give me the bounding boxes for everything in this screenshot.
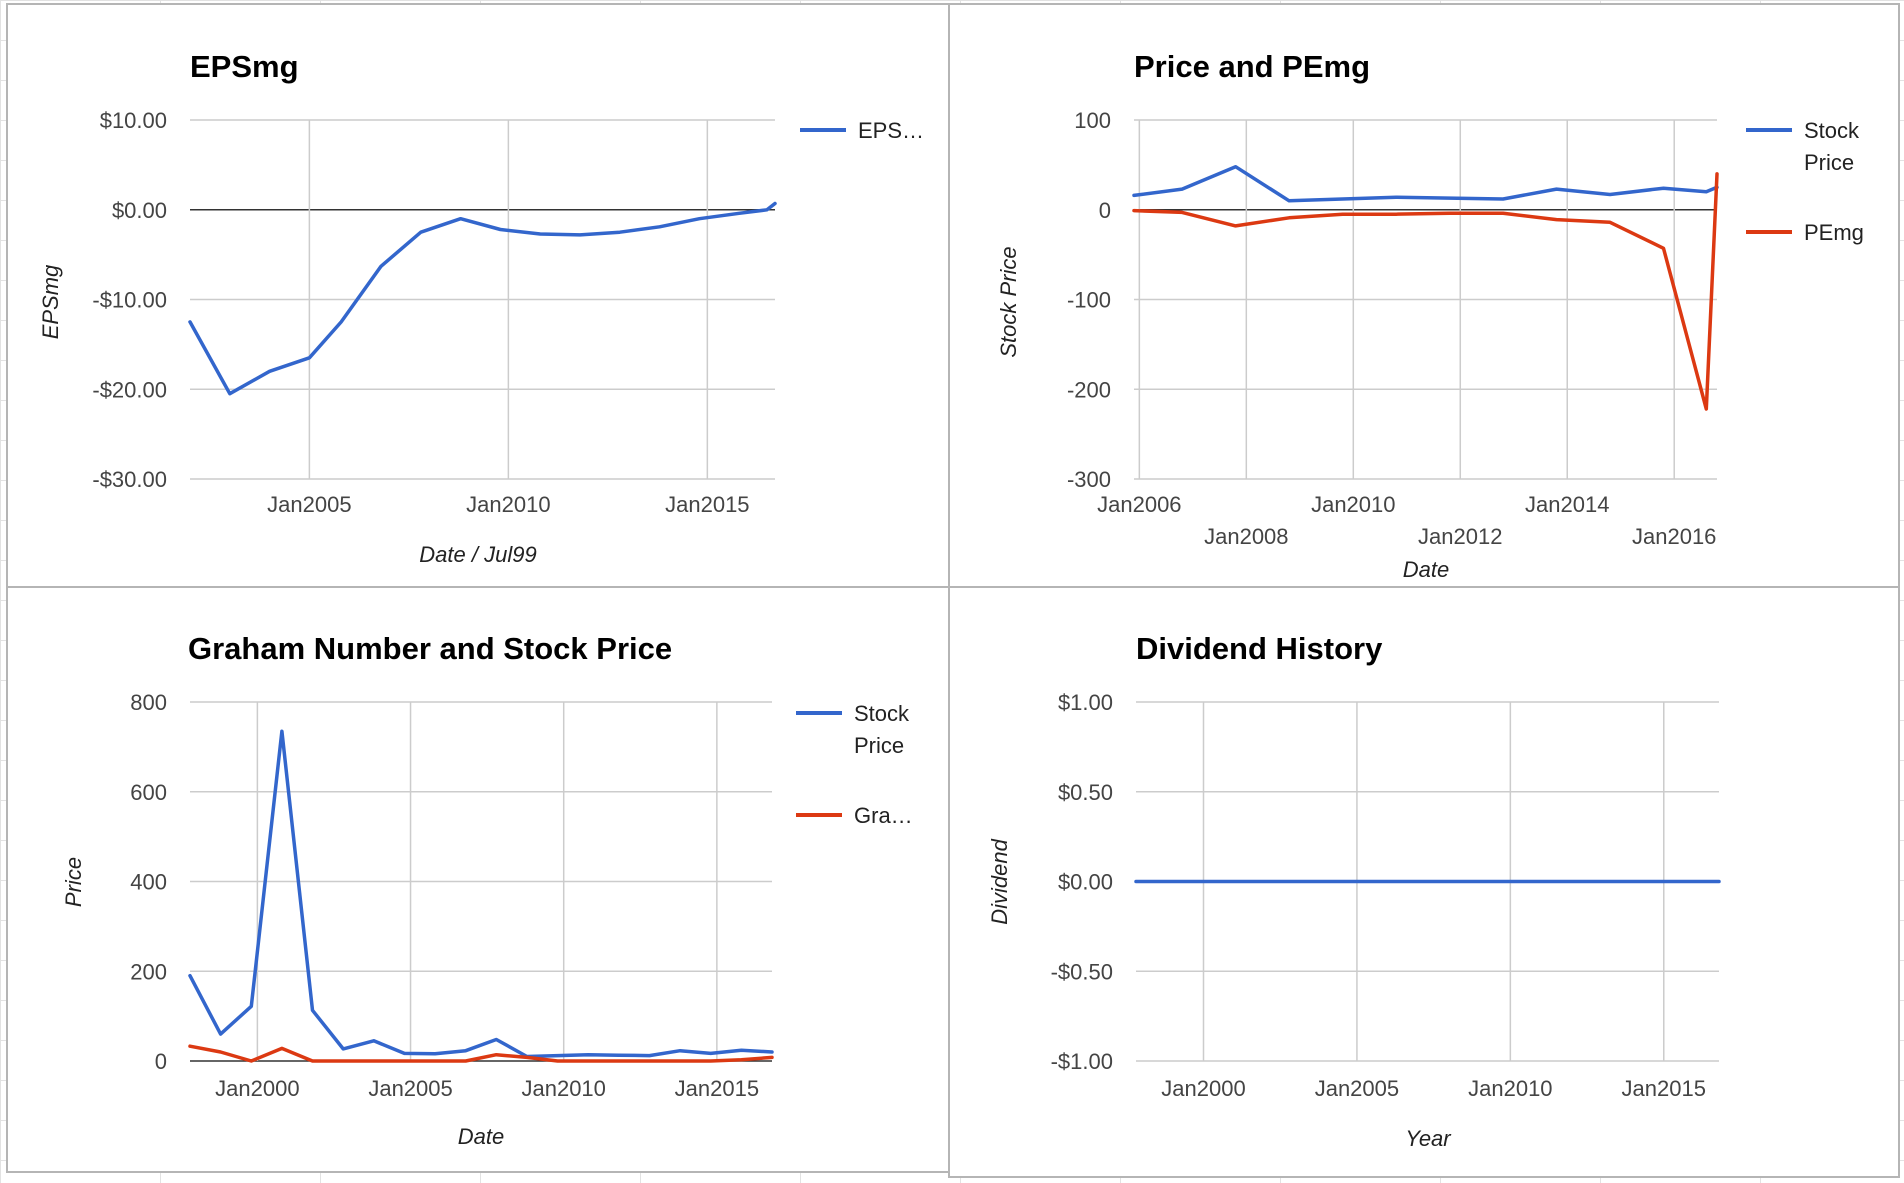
x-tick-label: Jan2015 xyxy=(665,492,749,517)
legend-label[interactable]: PEmg xyxy=(1804,220,1864,245)
y-axis-label: Stock Price xyxy=(996,246,1021,357)
chart-title: Graham Number and Stock Price xyxy=(188,631,672,666)
series-line[interactable] xyxy=(1132,172,1719,411)
x-tick-label: Jan2005 xyxy=(267,492,351,517)
x-axis-label: Year xyxy=(1405,1126,1452,1151)
series-line[interactable] xyxy=(188,1044,774,1063)
y-tick-label: 100 xyxy=(1074,108,1111,133)
y-tick-label: $1.00 xyxy=(1058,690,1113,715)
chart-panel-epsmg[interactable]: EPSmg $10.00 $0.00 -$10.00 -$20.00 -$30.00 J… xyxy=(6,3,950,588)
graham-number-chart: Graham Number and Stock Price 800 600 400 2… xyxy=(61,631,913,1149)
x-tick-label: Jan2008 xyxy=(1204,524,1288,549)
y-tick-label: 0 xyxy=(1099,198,1111,223)
y-tick-label: 200 xyxy=(130,959,167,984)
chart-title: Price and PEmg xyxy=(1134,49,1370,84)
legend-label[interactable]: EPS… xyxy=(858,118,924,143)
y-tick-label: $10.00 xyxy=(100,108,167,133)
x-tick-label: Jan2010 xyxy=(466,492,550,517)
x-tick-label: Jan2000 xyxy=(215,1076,299,1101)
y-tick-label: 0 xyxy=(155,1049,167,1074)
x-tick-label: Jan2010 xyxy=(521,1076,605,1101)
y-axis-label: Price xyxy=(61,857,86,907)
x-tick-label: Jan2014 xyxy=(1525,492,1609,517)
x-axis-label: Date xyxy=(458,1124,504,1149)
x-tick-label: Jan2010 xyxy=(1468,1076,1552,1101)
chart-title: EPSmg xyxy=(190,49,299,84)
series-line[interactable] xyxy=(1132,164,1719,203)
y-tick-label: $0.00 xyxy=(112,198,167,223)
dividend-history-chart: Dividend History $1.00 $0.50 $0.00 -$0.50 -$… xyxy=(987,631,1721,1151)
x-tick-label: Jan2005 xyxy=(1315,1076,1399,1101)
chart-panel-graham-number[interactable]: Graham Number and Stock Price 800 600 400 2… xyxy=(6,586,950,1173)
y-tick-label: 600 xyxy=(130,780,167,805)
x-tick-label: Jan2015 xyxy=(1622,1076,1706,1101)
y-tick-label: 800 xyxy=(130,690,167,715)
y-tick-label: -200 xyxy=(1067,377,1111,402)
series-line[interactable] xyxy=(188,201,777,396)
chart-panel-price-pemg[interactable]: Price and PEmg 100 0 -100 -200 -300 Jan2006 J… xyxy=(948,3,1900,588)
x-axis-label: Date xyxy=(1403,557,1449,582)
y-axis-label: EPSmg xyxy=(38,264,63,339)
x-tick-label: Jan2015 xyxy=(675,1076,759,1101)
x-tick-label: Jan2005 xyxy=(368,1076,452,1101)
y-tick-label: -100 xyxy=(1067,288,1111,313)
y-tick-label: -$10.00 xyxy=(92,288,167,313)
x-tick-label: Jan2016 xyxy=(1632,524,1716,549)
y-tick-label: $0.50 xyxy=(1058,780,1113,805)
chart-panel-dividend-history[interactable]: Dividend History $1.00 $0.50 $0.00 -$0.50 -$… xyxy=(948,586,1900,1178)
y-tick-label: -300 xyxy=(1067,467,1111,492)
legend-label[interactable]: Stock Price xyxy=(854,701,910,758)
chart-title: Dividend History xyxy=(1136,631,1383,666)
epsmg-chart: EPSmg $10.00 $0.00 -$10.00 -$20.00 -$30.00 J… xyxy=(38,49,924,567)
x-tick-label: Jan2012 xyxy=(1418,524,1502,549)
legend-label[interactable]: Stock Price xyxy=(1804,118,1860,175)
x-axis-label: Date / Jul99 xyxy=(419,542,536,567)
y-tick-label: -$1.00 xyxy=(1051,1049,1113,1074)
x-tick-label: Jan2000 xyxy=(1161,1076,1245,1101)
y-tick-label: -$0.50 xyxy=(1051,959,1113,984)
x-tick-label: Jan2006 xyxy=(1097,492,1181,517)
price-pemg-chart: Price and PEmg 100 0 -100 -200 -300 Jan2006 J… xyxy=(996,49,1864,582)
series-line[interactable] xyxy=(188,729,774,1059)
y-tick-label: 400 xyxy=(130,870,167,895)
y-axis-label: Dividend xyxy=(987,838,1012,924)
y-tick-label: -$30.00 xyxy=(92,467,167,492)
y-tick-label: -$20.00 xyxy=(92,377,167,402)
x-tick-label: Jan2010 xyxy=(1311,492,1395,517)
y-tick-label: $0.00 xyxy=(1058,870,1113,895)
legend-label[interactable]: Gra… xyxy=(854,803,913,828)
